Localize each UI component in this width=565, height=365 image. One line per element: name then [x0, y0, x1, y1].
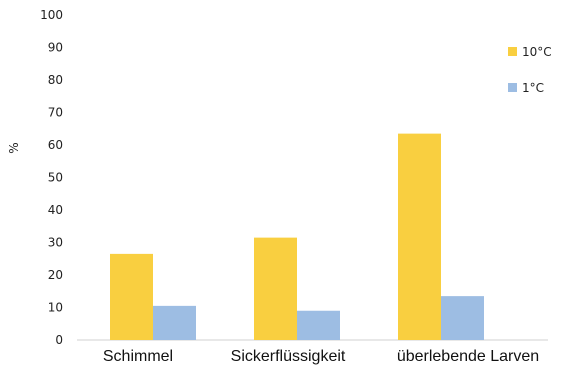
legend-swatch [508, 83, 517, 92]
y-tick-labels: 0 10 20 30 40 50 60 70 80 90 100 [40, 8, 63, 347]
y-tick-label: 20 [48, 268, 63, 282]
bar-1c-2 [441, 296, 484, 340]
bar-10c-1 [254, 237, 297, 340]
y-tick-label: 50 [48, 171, 63, 185]
y-tick-label: 0 [55, 333, 63, 347]
y-tick-label: 40 [48, 203, 63, 217]
y-tick-label: 100 [40, 8, 63, 22]
legend-swatch [508, 47, 517, 56]
y-tick-label: 70 [48, 106, 63, 120]
y-tick-label: 80 [48, 73, 63, 87]
bars [110, 133, 484, 340]
category-label: überlebende Larven [397, 348, 539, 365]
legend-label: 1°C [522, 81, 544, 95]
bar-1c-0 [153, 305, 196, 340]
y-tick-label: 30 [48, 236, 63, 250]
legend: 10°C 1°C [508, 45, 552, 95]
y-tick-label: 10 [48, 301, 63, 315]
category-labels: Schimmel Sickerflüssigkeit überlebende Lar… [103, 348, 539, 365]
y-tick-label: 60 [48, 138, 63, 152]
bar-1c-1 [297, 310, 340, 340]
y-tick-label: 90 [48, 41, 63, 55]
bar-10c-0 [110, 253, 153, 340]
category-label: Sickerflüssigkeit [231, 348, 346, 365]
bar-10c-2 [398, 133, 441, 340]
category-label: Schimmel [103, 348, 173, 365]
y-axis-label: % [7, 142, 21, 153]
legend-label: 10°C [522, 45, 552, 59]
